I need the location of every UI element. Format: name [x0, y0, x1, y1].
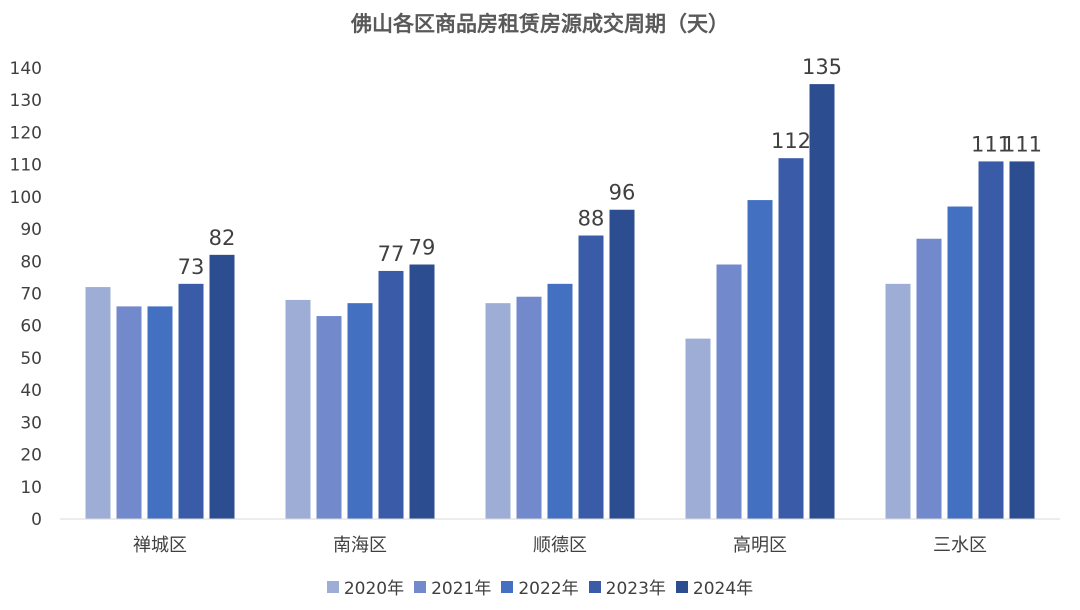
legend-swatch: [326, 580, 339, 593]
y-tick-label: 0: [31, 510, 42, 530]
bar: [916, 238, 942, 519]
bar: [316, 316, 342, 519]
y-tick-label: 30: [20, 413, 42, 433]
bar: [947, 206, 973, 519]
y-tick-label: 50: [20, 349, 42, 369]
bars: [85, 84, 1035, 520]
data-label: 111: [971, 132, 1011, 156]
data-label: 77: [378, 242, 405, 266]
y-tick-label: 10: [20, 478, 42, 498]
data-label: 82: [209, 226, 236, 250]
bar: [285, 299, 311, 519]
bar: [978, 161, 1004, 519]
bar: [809, 84, 835, 519]
bar: [1009, 161, 1035, 519]
data-label: 96: [609, 181, 636, 205]
legend-swatch: [675, 580, 688, 593]
legend-item: 2020年: [326, 574, 405, 599]
data-label: 73: [178, 255, 205, 279]
legend-label: 2022年: [518, 579, 579, 599]
legend-swatch: [414, 580, 427, 593]
y-tick-label: 20: [20, 446, 42, 466]
bar: [547, 283, 573, 519]
y-tick-label: 60: [20, 317, 42, 337]
legend-item: 2021年: [414, 574, 491, 599]
y-tick-label: 130: [10, 91, 42, 111]
legend-swatch: [501, 580, 514, 593]
bar: [716, 264, 742, 519]
legend-label: 2023年: [605, 579, 666, 599]
bar: [516, 296, 542, 519]
data-label: 88: [578, 207, 605, 231]
bar: [116, 306, 142, 519]
y-tick-label: 80: [20, 252, 42, 272]
bar: [747, 200, 773, 520]
bar: [85, 287, 111, 519]
bar: [209, 254, 235, 520]
legend-label: 2020年: [343, 579, 405, 599]
x-tick-label: 顺德区: [533, 535, 587, 556]
legend: 2020年 2021年 2022年 2023年 2024年: [0, 574, 1080, 599]
bar: [147, 306, 173, 519]
chart-title: 佛山各区商品房租赁房源成交周期（天）: [351, 12, 729, 36]
x-tick-label: 禅城区: [133, 535, 187, 556]
bar: [178, 283, 204, 519]
data-label: 135: [802, 55, 842, 79]
bar: [685, 338, 711, 519]
y-axis-ticks: 0 10 20 30 40 50 60 70 80 90 100 110 120 130 140: [10, 59, 42, 530]
data-label: 111: [1002, 132, 1042, 156]
bar: [609, 209, 635, 519]
y-tick-label: 140: [10, 59, 42, 79]
data-label: 79: [409, 236, 436, 260]
legend-label: 2024年: [692, 579, 754, 599]
legend-label: 2021年: [431, 579, 492, 599]
data-label: 112: [771, 129, 811, 153]
y-tick-label: 70: [20, 285, 42, 305]
x-tick-label: 三水区: [933, 535, 987, 556]
y-tick-label: 90: [20, 220, 42, 240]
y-tick-label: 100: [10, 188, 42, 208]
bar: [485, 303, 511, 519]
legend-item: 2024年: [675, 574, 754, 599]
y-tick-label: 120: [10, 123, 42, 143]
legend-item: 2022年: [501, 574, 579, 599]
bar: [885, 283, 911, 519]
bar: [778, 158, 804, 519]
bar: [347, 303, 373, 519]
y-tick-label: 40: [20, 381, 42, 401]
bar: [378, 270, 404, 519]
bar: [578, 235, 604, 519]
category-labels: 禅城区 南海区 顺德区 高明区 三水区: [133, 535, 987, 556]
legend-item: 2023年: [588, 574, 666, 599]
legend-swatch: [588, 580, 601, 593]
x-tick-label: 南海区: [333, 535, 387, 556]
y-tick-label: 110: [10, 156, 42, 176]
bar: [409, 264, 435, 519]
x-tick-label: 高明区: [733, 535, 787, 556]
